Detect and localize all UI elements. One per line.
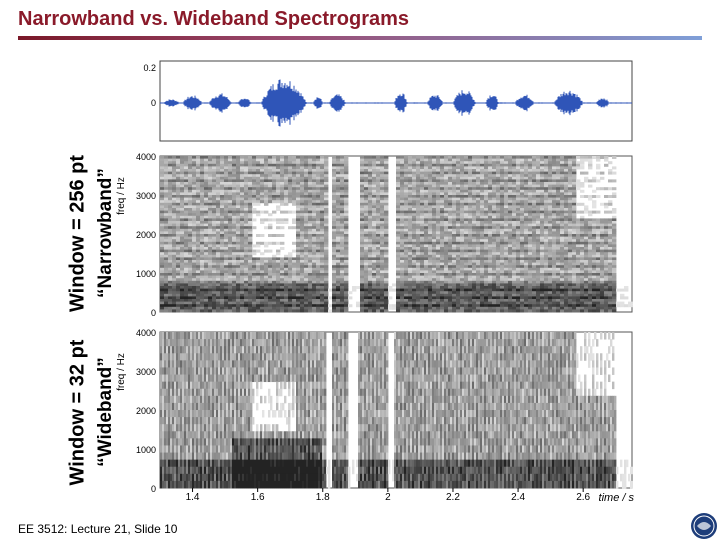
title-underline bbox=[18, 36, 702, 40]
frequency-axis-label: freq / Hz bbox=[116, 353, 127, 391]
narrowband-window-label: Window = 256 pt bbox=[66, 154, 89, 313]
slide-footer: EE 3512: Lecture 21, Slide 10 bbox=[18, 522, 178, 536]
time-tick-label: 1.6 bbox=[251, 492, 265, 503]
time-tick-label: 1.4 bbox=[186, 492, 200, 503]
time-tick-label: 2.6 bbox=[576, 492, 590, 503]
time-tick-label: 2.4 bbox=[511, 492, 525, 503]
frequency-tick-label: 1000 bbox=[136, 445, 156, 455]
frequency-tick-label: 1000 bbox=[136, 269, 156, 279]
frequency-tick-label: 3000 bbox=[136, 191, 156, 201]
frequency-tick-label: 4000 bbox=[136, 328, 156, 338]
time-axis-label: time / s bbox=[599, 492, 635, 504]
frequency-tick-label: 2000 bbox=[136, 406, 156, 416]
time-axis: 1.4 1.6 1.8 2 2.2 2.4 2.6 time / s bbox=[186, 488, 635, 504]
narrowband-spectrogram-panel: 4000 3000 2000 1000 0 freq / Hz bbox=[116, 152, 633, 318]
time-tick-label: 1.8 bbox=[316, 492, 330, 503]
narrowband-label: “Narrowband” bbox=[95, 168, 116, 298]
slide-title: Narrowband vs. Wideband Spectrograms bbox=[18, 8, 410, 30]
university-seal-icon bbox=[691, 513, 717, 539]
waveform-panel: 0.20 bbox=[143, 60, 633, 142]
frequency-tick-label: 0 bbox=[151, 308, 156, 318]
wideband-intensity-cells bbox=[160, 332, 633, 489]
wideband-window-label: Window = 32 pt bbox=[66, 339, 89, 486]
frequency-axis: 4000 3000 2000 1000 0 freq / Hz bbox=[116, 152, 156, 318]
frequency-axis-label: freq / Hz bbox=[116, 177, 127, 215]
frequency-tick-label: 4000 bbox=[136, 152, 156, 162]
frequency-tick-label: 3000 bbox=[136, 367, 156, 377]
waveform-tick-label: 0.2 bbox=[143, 63, 156, 73]
time-tick-label: 2 bbox=[385, 492, 391, 503]
wideband-spectrogram-panel: 4000 3000 2000 1000 0 freq / Hz bbox=[116, 328, 633, 494]
wideband-label: “Wideband” bbox=[95, 357, 116, 467]
frequency-tick-label: 0 bbox=[151, 484, 156, 494]
waveform-tick-label: 0 bbox=[151, 98, 156, 108]
frequency-tick-label: 2000 bbox=[136, 230, 156, 240]
frequency-axis: 4000 3000 2000 1000 0 freq / Hz bbox=[116, 328, 156, 494]
time-tick-label: 2.2 bbox=[446, 492, 460, 503]
narrowband-intensity-cells bbox=[160, 156, 633, 313]
